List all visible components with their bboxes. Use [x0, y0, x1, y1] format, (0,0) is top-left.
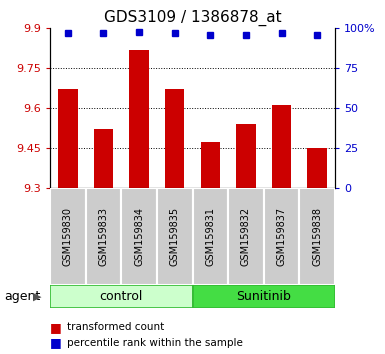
Bar — [85, 188, 121, 285]
Bar — [50, 188, 85, 285]
Text: control: control — [100, 290, 143, 303]
Text: GSM159833: GSM159833 — [99, 207, 109, 266]
Text: ■: ■ — [50, 321, 62, 334]
Text: GSM159834: GSM159834 — [134, 207, 144, 266]
Title: GDS3109 / 1386878_at: GDS3109 / 1386878_at — [104, 9, 281, 25]
Bar — [165, 90, 184, 188]
Text: GSM159832: GSM159832 — [241, 207, 251, 266]
Bar — [129, 50, 149, 188]
Bar — [201, 143, 220, 188]
Text: ■: ■ — [50, 336, 62, 349]
Text: GSM159830: GSM159830 — [63, 207, 73, 266]
Text: transformed count: transformed count — [67, 322, 165, 332]
Bar — [228, 188, 264, 285]
Bar — [121, 188, 157, 285]
Text: GSM159835: GSM159835 — [170, 207, 180, 266]
Bar — [264, 188, 300, 285]
Bar — [236, 124, 256, 188]
Text: GSM159838: GSM159838 — [312, 207, 322, 266]
Bar — [157, 188, 192, 285]
Text: GSM159831: GSM159831 — [205, 207, 215, 266]
Bar — [50, 285, 192, 308]
Text: percentile rank within the sample: percentile rank within the sample — [67, 338, 243, 348]
Bar — [58, 90, 78, 188]
Text: agent: agent — [4, 290, 40, 303]
Bar — [192, 285, 335, 308]
Text: Sunitinib: Sunitinib — [236, 290, 291, 303]
Text: GSM159837: GSM159837 — [276, 207, 286, 266]
Bar — [272, 105, 291, 188]
Bar — [300, 188, 335, 285]
Bar — [192, 188, 228, 285]
Bar — [94, 129, 113, 188]
Text: ▶: ▶ — [33, 291, 41, 301]
Bar — [307, 148, 327, 188]
